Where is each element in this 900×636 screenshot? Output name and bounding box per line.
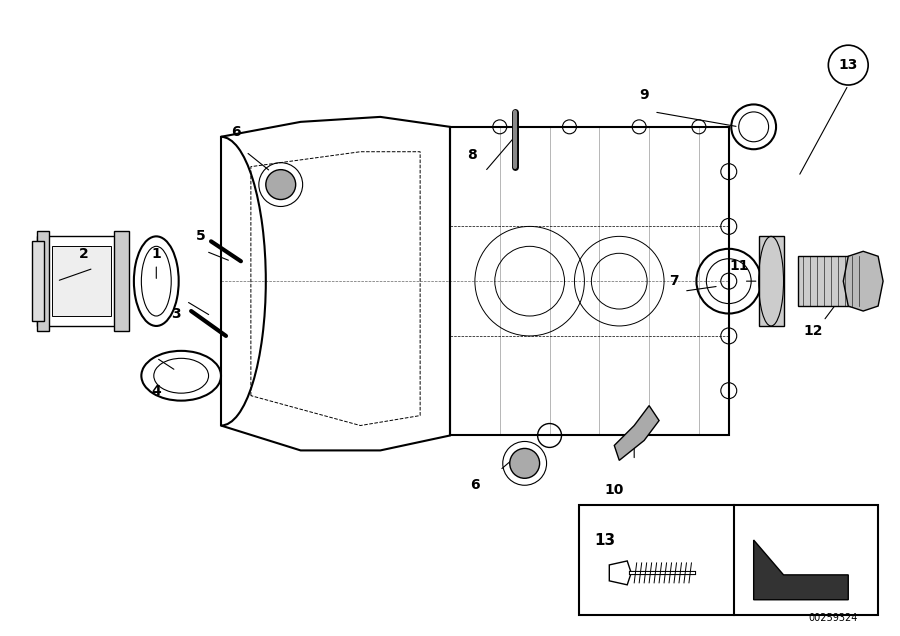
Text: 1: 1 bbox=[151, 247, 161, 261]
Text: 7: 7 bbox=[670, 274, 679, 288]
Text: 2: 2 bbox=[78, 247, 88, 261]
Text: 8: 8 bbox=[467, 148, 477, 162]
Text: 9: 9 bbox=[639, 88, 649, 102]
Text: 5: 5 bbox=[196, 230, 206, 244]
Text: 10: 10 bbox=[605, 483, 624, 497]
Text: 00259324: 00259324 bbox=[809, 612, 859, 623]
Circle shape bbox=[266, 170, 296, 200]
Polygon shape bbox=[759, 237, 784, 326]
Polygon shape bbox=[615, 406, 659, 460]
Text: 6: 6 bbox=[231, 125, 241, 139]
Bar bbox=[580, 505, 878, 615]
Bar bbox=[51, 246, 112, 316]
Bar bbox=[798, 256, 868, 306]
Text: 4: 4 bbox=[151, 384, 161, 398]
Text: 13: 13 bbox=[839, 58, 858, 72]
Polygon shape bbox=[843, 251, 883, 311]
Bar bbox=[37, 237, 126, 326]
Text: 3: 3 bbox=[171, 307, 181, 321]
Bar bbox=[114, 232, 130, 331]
Bar bbox=[32, 241, 44, 321]
Text: 12: 12 bbox=[804, 324, 824, 338]
Text: 6: 6 bbox=[470, 478, 480, 492]
Polygon shape bbox=[753, 540, 849, 600]
Text: 11: 11 bbox=[729, 259, 749, 273]
Bar bbox=[37, 232, 49, 331]
Text: 13: 13 bbox=[594, 532, 616, 548]
Circle shape bbox=[509, 448, 540, 478]
